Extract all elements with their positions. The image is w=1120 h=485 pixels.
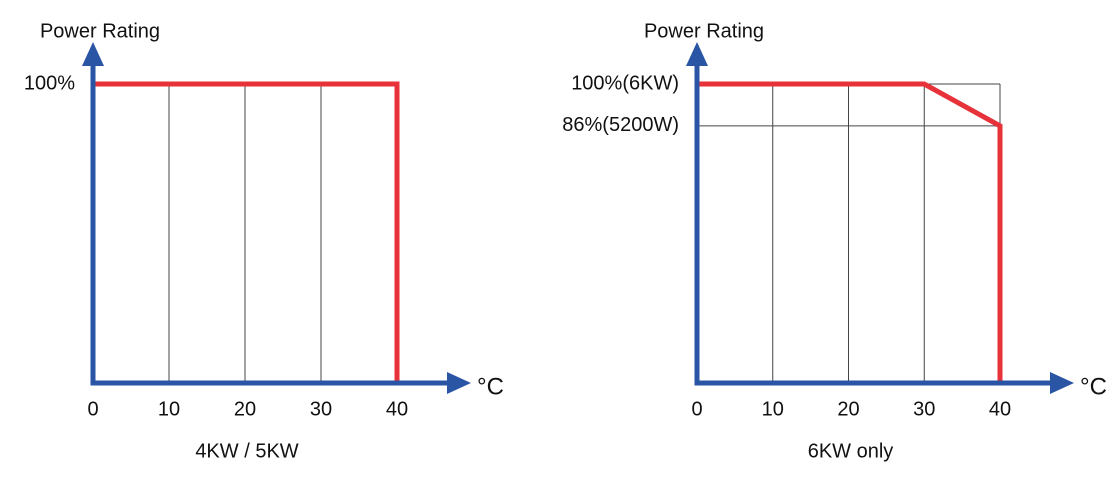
chart-caption: 6KW only — [808, 440, 894, 462]
x-tick-label: 30 — [913, 398, 935, 420]
x-tick-label: 10 — [158, 398, 180, 420]
x-tick-label: 30 — [310, 398, 332, 420]
y-axis-label: Power Rating — [40, 20, 160, 42]
x-tick-label: 40 — [989, 398, 1011, 420]
x-axis-arrow — [1050, 372, 1074, 394]
x-tick-label: 0 — [691, 398, 702, 420]
y-tick-label: 86%(5200W) — [562, 114, 679, 136]
chart-caption: 4KW / 5KW — [195, 440, 298, 462]
y-axis-arrow — [686, 42, 708, 66]
data-line — [697, 81, 1003, 383]
x-axis-label: °C — [477, 373, 504, 400]
y-tick-label: 100% — [24, 72, 75, 94]
x-axis-arrow — [447, 372, 471, 394]
x-tick-label: 0 — [87, 398, 98, 420]
x-tick-label: 10 — [762, 398, 784, 420]
y-axis-label: Power Rating — [644, 20, 764, 42]
x-axis-label: °C — [1080, 373, 1107, 400]
data-line — [93, 81, 400, 383]
y-axis-arrow — [82, 42, 104, 66]
y-tick-label: 100%(6KW) — [571, 72, 679, 94]
x-tick-label: 40 — [386, 398, 408, 420]
x-tick-label: 20 — [234, 398, 256, 420]
x-tick-label: 20 — [837, 398, 859, 420]
